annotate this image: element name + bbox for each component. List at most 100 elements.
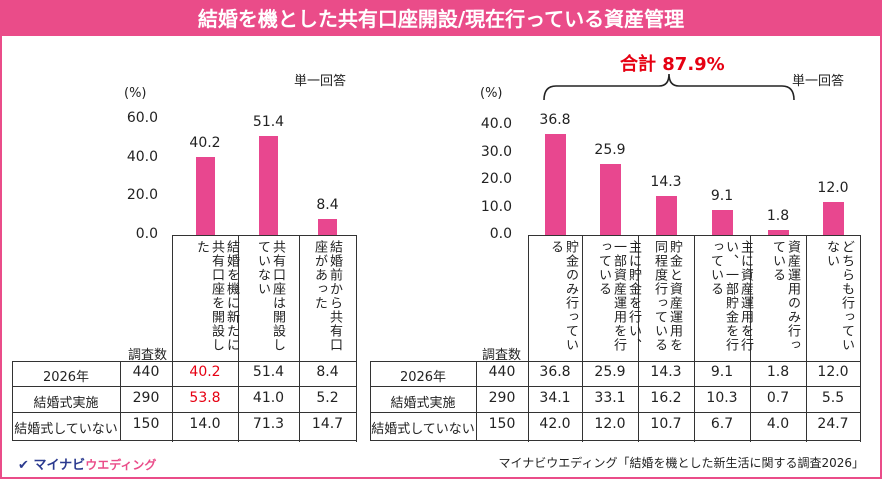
right-row-n: 440 xyxy=(488,364,516,380)
left-table-left xyxy=(12,361,13,441)
brand-logo: ✔ マイナビウエディング xyxy=(18,454,156,473)
left-table-cell: 40.2 xyxy=(189,364,221,380)
right-table-cell: 25.9 xyxy=(594,364,626,380)
right-bar-value-label: 36.8 xyxy=(539,111,571,128)
right-grid-v4 xyxy=(750,235,751,442)
left-row-label: 結婚式実施 xyxy=(33,396,99,411)
right-table-top xyxy=(370,361,860,362)
right-row-divider-1 xyxy=(370,386,860,387)
right-bar-value-label: 9.1 xyxy=(710,187,734,204)
left-baseline xyxy=(172,235,356,236)
left-row-divider-1 xyxy=(12,386,356,387)
right-table-cell: 33.1 xyxy=(594,390,626,406)
left-tick-label: 40.0 xyxy=(126,148,158,165)
right-cat-6-label: どちらも行っていない xyxy=(824,240,854,352)
left-tick-label: 0.0 xyxy=(135,226,158,242)
right-grid-v3 xyxy=(694,235,695,442)
left-cat-3-label: 結婚前から共有口座があった xyxy=(312,240,342,352)
left-row-label: 2026年 xyxy=(42,370,90,385)
right-table-cell: 14.3 xyxy=(650,364,682,380)
right-cat-4-label: 主に資産運用を行い、一部貯金を行っている xyxy=(708,240,753,352)
left-grid-v3 xyxy=(356,235,357,442)
right-unit-label: (%) xyxy=(480,86,503,101)
left-bar-value-label: 51.4 xyxy=(252,113,285,130)
right-table-cell: 16.2 xyxy=(650,390,682,406)
left-row-n: 150 xyxy=(132,416,160,432)
right-row-divider-2 xyxy=(370,412,860,413)
right-table-cell: 36.8 xyxy=(539,364,571,380)
right-table-cell: 5.5 xyxy=(821,390,845,406)
right-grid-v1 xyxy=(582,235,583,442)
right-row-label: 2026年 xyxy=(399,370,447,385)
left-table-bottom xyxy=(12,440,356,441)
left-bar xyxy=(195,157,215,235)
right-grid-v0 xyxy=(528,235,529,442)
right-table-cell: 9.1 xyxy=(710,364,734,380)
left-table-cell: 8.4 xyxy=(316,364,339,380)
right-bar xyxy=(655,195,677,235)
right-cat-1-label: 貯金のみ行っている xyxy=(548,240,578,352)
left-table-top xyxy=(12,361,356,362)
left-table-cell: 5.2 xyxy=(316,390,339,406)
left-table-cell: 14.7 xyxy=(311,416,344,432)
right-answer-type: 単一回答 xyxy=(792,74,845,89)
left-answer-type: 単一回答 xyxy=(294,74,347,89)
right-table-cell: 12.0 xyxy=(594,416,626,432)
right-bar xyxy=(599,163,621,235)
right-table-cell: 1.8 xyxy=(766,364,790,380)
right-bar xyxy=(767,230,789,235)
right-row-label: 結婚式していない xyxy=(371,422,475,437)
left-table-cell: 51.4 xyxy=(252,364,285,380)
right-table-left xyxy=(370,361,371,441)
right-bar-value-label: 14.3 xyxy=(650,173,682,190)
right-bar-value-label: 25.9 xyxy=(594,141,626,158)
left-row-divider-2 xyxy=(12,412,356,413)
left-grid-v1 xyxy=(238,235,239,442)
total-label: 合計 87.9% xyxy=(620,54,725,75)
brand-mark-icon: ✔ xyxy=(18,458,29,473)
left-table-cell: 53.8 xyxy=(189,390,221,406)
right-table-bottom xyxy=(370,440,860,441)
right-grid-v5 xyxy=(806,235,807,442)
left-bar-value-label: 8.4 xyxy=(316,196,339,213)
right-baseline xyxy=(528,235,860,236)
right-table-cell: 12.0 xyxy=(817,364,849,380)
right-tick-label: 20.0 xyxy=(480,171,512,187)
left-tick-label: 60.0 xyxy=(126,110,158,126)
left-n-header: 調査数 xyxy=(128,348,168,363)
right-row-label: 結婚式実施 xyxy=(390,396,456,411)
left-grid-v2 xyxy=(299,235,300,442)
brand-name: マイナビ xyxy=(33,458,86,473)
left-grid-v0 xyxy=(172,235,173,442)
total-brace xyxy=(543,73,795,101)
left-table-cell: 14.0 xyxy=(189,416,221,432)
right-row-n: 290 xyxy=(488,390,516,406)
right-table-cell: 0.7 xyxy=(766,390,790,406)
right-cat-3-label: 貯金と資産運用を同程度行っている xyxy=(652,240,682,352)
right-tick-label: 30.0 xyxy=(480,143,512,160)
left-label-divider xyxy=(120,361,121,441)
right-bar-value-label: 1.8 xyxy=(766,208,790,225)
right-table-cell: 6.7 xyxy=(710,416,734,432)
right-grid-v6 xyxy=(860,235,861,442)
right-table-cell: 42.0 xyxy=(539,416,571,432)
right-table-cell: 10.7 xyxy=(650,416,682,432)
right-bar-value-label: 12.0 xyxy=(817,180,849,196)
left-table-cell: 41.0 xyxy=(252,390,285,406)
right-cat-5-label: 資産運用のみ行っている xyxy=(770,240,800,352)
title-banner: 結婚を機とした共有口座開設/現在行っている資産管理 xyxy=(2,2,880,36)
left-bar xyxy=(259,135,278,235)
right-table-cell: 34.1 xyxy=(539,390,571,406)
left-tick-label: 20.0 xyxy=(126,187,158,204)
right-bar xyxy=(822,202,844,235)
source-citation: マイナビウエディング「結婚を機とした新生活に関する調査2026」 xyxy=(498,456,864,470)
left-bar xyxy=(318,218,337,235)
right-label-divider xyxy=(476,361,477,441)
right-table-cell: 10.3 xyxy=(706,390,738,406)
right-tick-label: 0.0 xyxy=(489,226,512,242)
left-row-n: 290 xyxy=(132,390,160,406)
right-cat-2-label: 主に貯金を行い、一部資産運用を行っている xyxy=(596,240,641,352)
right-n-header: 調査数 xyxy=(482,348,522,363)
left-unit-label: (%) xyxy=(124,86,147,101)
left-table-cell: 71.3 xyxy=(252,416,285,432)
